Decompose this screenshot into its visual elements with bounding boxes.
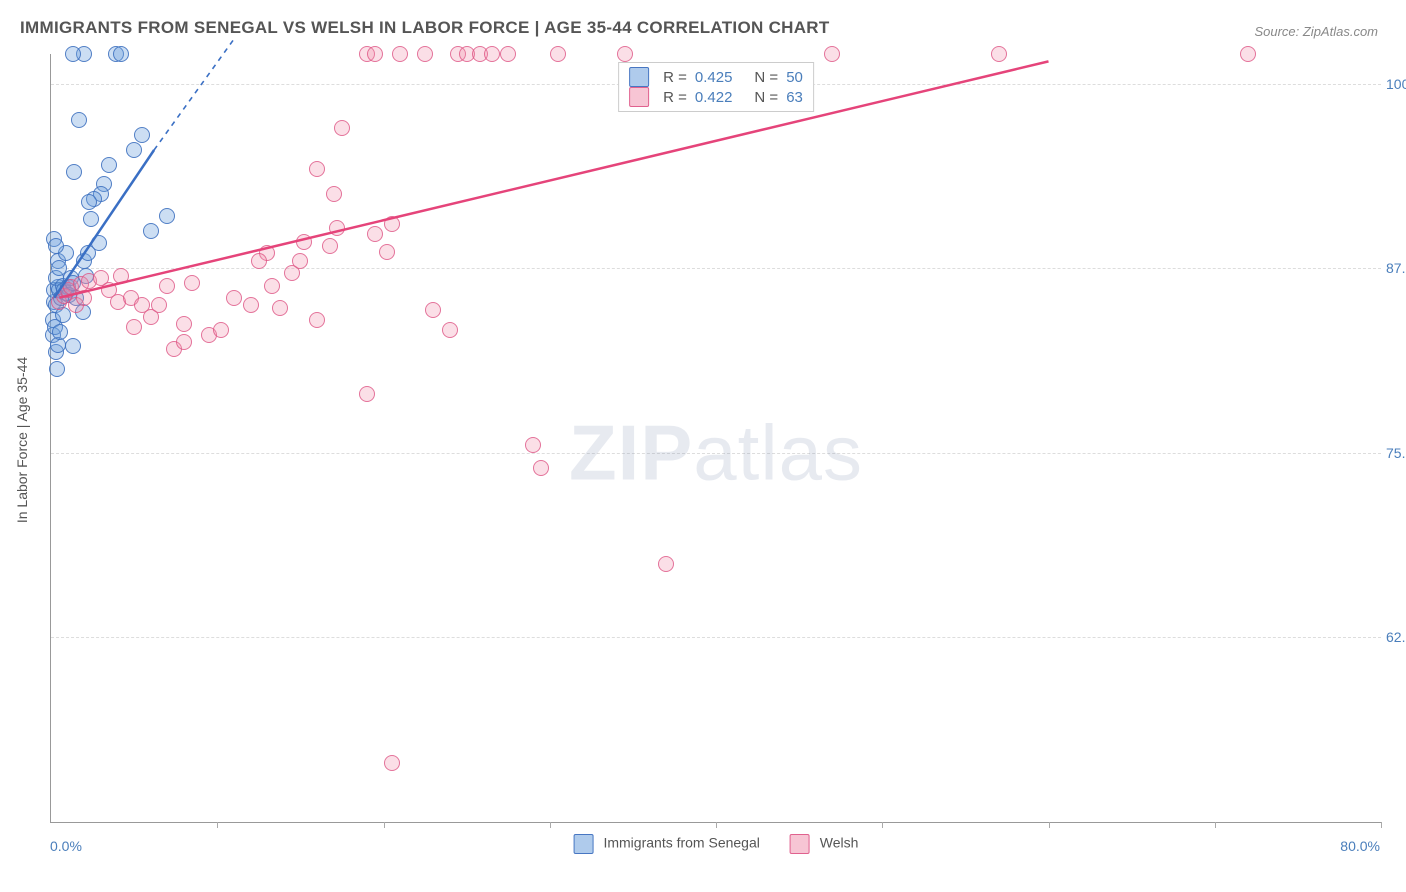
x-max-label: 80.0% — [1340, 838, 1380, 854]
x-tick — [550, 822, 551, 828]
legend-swatch-senegal — [574, 834, 594, 854]
n-value-senegal: 50 — [786, 69, 803, 86]
chart-title: IMMIGRANTS FROM SENEGAL VS WELSH IN LABO… — [20, 18, 830, 38]
r-label: R = — [663, 69, 687, 86]
plot-area: ZIPatlas 62.5%75.0%87.5%100.0% R = 0.425… — [50, 54, 1381, 823]
legend-bottom: Immigrants from Senegal Welsh — [574, 834, 859, 854]
r-value-senegal: 0.425 — [695, 69, 733, 86]
stats-row-senegal: R = 0.425 N = 50 — [629, 67, 803, 87]
x-tick — [217, 822, 218, 828]
x-min-label: 0.0% — [50, 838, 82, 854]
stats-row-welsh: R = 0.422 N = 63 — [629, 87, 803, 107]
x-tick — [716, 822, 717, 828]
stats-swatch-senegal — [629, 67, 649, 87]
chart-container: IMMIGRANTS FROM SENEGAL VS WELSH IN LABO… — [0, 0, 1406, 892]
x-tick — [882, 822, 883, 828]
r-label: R = — [663, 89, 687, 106]
y-tick-label: 62.5% — [1386, 629, 1406, 645]
legend-item-welsh: Welsh — [790, 834, 859, 854]
y-axis-label: In Labor Force | Age 35-44 — [14, 357, 30, 523]
y-tick-label: 100.0% — [1386, 76, 1406, 92]
legend-swatch-welsh — [790, 834, 810, 854]
legend-label-senegal: Immigrants from Senegal — [603, 835, 759, 851]
stats-swatch-welsh — [629, 87, 649, 107]
y-tick-label: 87.5% — [1386, 260, 1406, 276]
n-label: N = — [754, 89, 778, 106]
legend-item-senegal: Immigrants from Senegal — [574, 834, 760, 854]
x-tick — [384, 822, 385, 828]
trend-lines-svg — [51, 54, 1381, 822]
n-label: N = — [754, 69, 778, 86]
plot-inner: ZIPatlas 62.5%75.0%87.5%100.0% — [51, 54, 1381, 822]
r-value-welsh: 0.422 — [695, 89, 733, 106]
x-tick — [1215, 822, 1216, 828]
n-value-welsh: 63 — [786, 89, 803, 106]
x-tick — [1381, 822, 1382, 828]
x-tick — [1049, 822, 1050, 828]
source-attribution: Source: ZipAtlas.com — [1254, 24, 1378, 39]
y-tick-label: 75.0% — [1386, 445, 1406, 461]
stats-legend: R = 0.425 N = 50 R = 0.422 N = 63 — [618, 62, 814, 112]
legend-label-welsh: Welsh — [820, 835, 859, 851]
